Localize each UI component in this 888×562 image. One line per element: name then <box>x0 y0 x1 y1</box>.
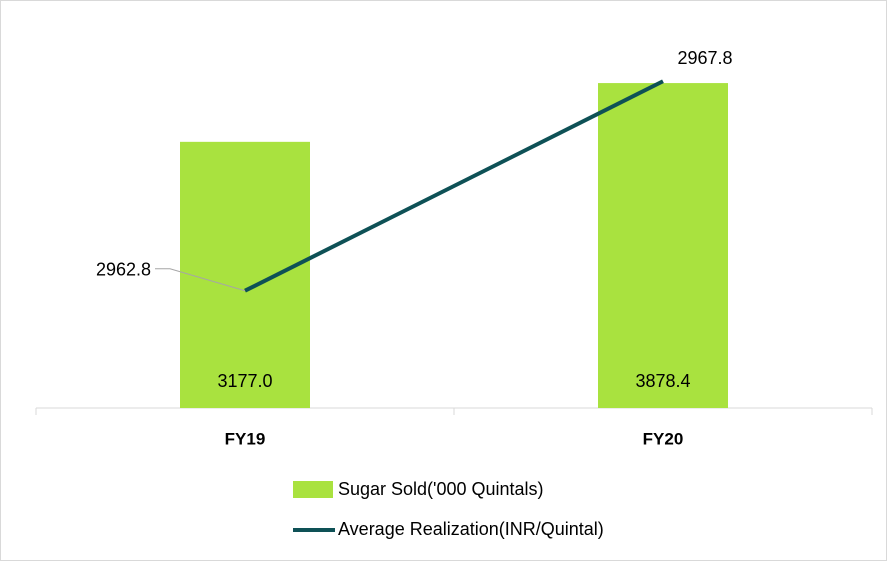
leader-line <box>155 268 246 292</box>
legend-label: Average Realization(INR/Quintal) <box>338 519 604 539</box>
legend-label: Sugar Sold('000 Quintals) <box>338 479 544 499</box>
line-value-label: 2967.8 <box>677 48 732 68</box>
bar <box>180 141 310 408</box>
line <box>244 79 664 293</box>
legend-swatch <box>293 481 333 498</box>
bar <box>598 83 728 408</box>
x-tick-label: FY19 <box>225 429 266 448</box>
line-value-label: 2962.8 <box>96 259 151 279</box>
bar-value-label: 3878.4 <box>635 371 690 391</box>
x-tick-label: FY20 <box>643 429 684 448</box>
bar-value-label: 3177.0 <box>217 371 272 391</box>
